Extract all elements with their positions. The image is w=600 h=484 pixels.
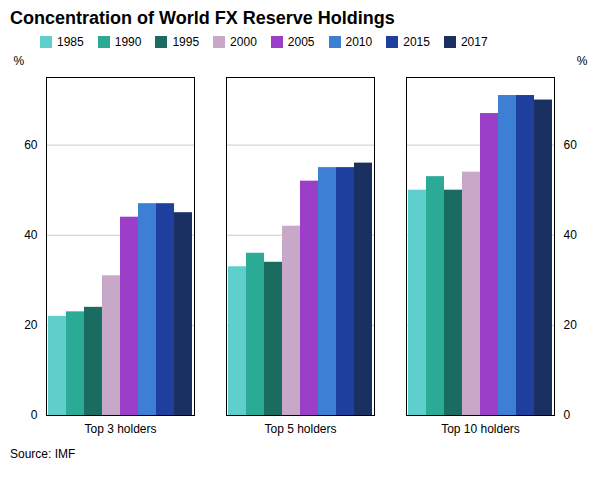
svg-text:20: 20 (24, 318, 38, 332)
svg-text:0: 0 (564, 408, 571, 422)
html-text:2010: 2010 (345, 35, 373, 49)
svg-text:Top 3 holders: Top 3 holders (84, 422, 156, 436)
html-text:Concentration of World FX Rese: Concentration of World FX Reserve Holdin… (10, 8, 395, 28)
svg-text:60: 60 (564, 138, 578, 152)
svg-text:20: 20 (564, 318, 578, 332)
html-text:2015: 2015 (403, 35, 430, 49)
svg-text:60: 60 (24, 138, 38, 152)
html-text:1990: 1990 (114, 35, 142, 49)
html-text:2017: 2017 (460, 35, 488, 49)
svg-text:0: 0 (31, 408, 38, 422)
html-text:1995: 1995 (172, 35, 200, 49)
html-text:Source: IMF: Source: IMF (10, 447, 76, 461)
html-text:2000: 2000 (230, 35, 257, 49)
svg-text:%: % (14, 54, 25, 68)
svg-text:Top 5 holders: Top 5 holders (264, 422, 336, 436)
svg-text:40: 40 (24, 228, 38, 242)
svg-text:%: % (577, 54, 588, 68)
html-text:1985: 1985 (57, 35, 84, 49)
svg-text:40: 40 (564, 228, 578, 242)
svg-text:Top 10 holders: Top 10 holders (441, 422, 520, 436)
html-text:2005: 2005 (287, 35, 315, 49)
